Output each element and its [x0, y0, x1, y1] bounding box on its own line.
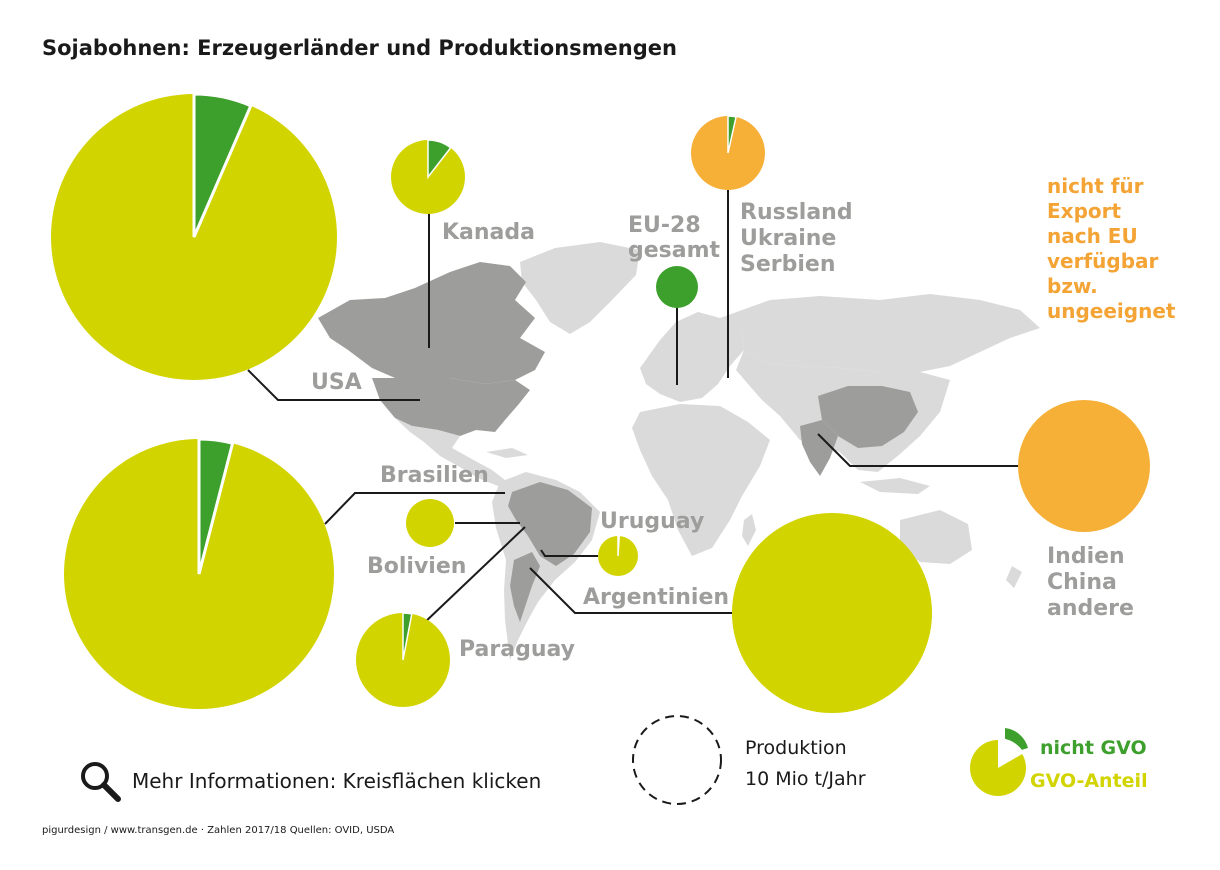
map-new-zealand — [1006, 566, 1022, 588]
pie-uruguay[interactable] — [598, 535, 638, 576]
pie-kanada[interactable] — [391, 139, 465, 214]
label-eu-line1: EU-28 — [628, 213, 701, 238]
leader-line-argentinien — [529, 567, 733, 614]
label-brasilien: Brasilien — [380, 463, 489, 488]
legend-pie-icon — [970, 728, 1028, 796]
leader-line-usa — [247, 369, 420, 401]
legend-cutout — [998, 738, 1024, 768]
map-indonesia — [860, 478, 930, 494]
pie-argentinien[interactable] — [732, 513, 932, 713]
map-usa — [372, 378, 530, 436]
pie-eu-base[interactable] — [656, 266, 698, 308]
note-line3: nach EU — [1047, 224, 1138, 248]
map-india — [800, 420, 838, 476]
note-line4: verfügbar — [1047, 249, 1159, 273]
label-russland-line1: Russland — [740, 200, 853, 225]
map-australia — [900, 510, 972, 564]
map-europe — [640, 312, 744, 402]
map-canada — [318, 262, 545, 384]
pie-indien[interactable] — [1018, 400, 1150, 532]
pie-indien-base[interactable] — [1018, 400, 1150, 532]
note-line5: bzw. — [1047, 274, 1098, 298]
pie-uruguay-nicht-gvo-slice[interactable] — [617, 535, 621, 557]
map-russia — [720, 294, 1040, 372]
label-eu-line2: gesamt — [628, 238, 721, 263]
label-uruguay: Uruguay — [600, 509, 705, 534]
pie-brasilien[interactable] — [64, 437, 334, 709]
leader-line-paraguay — [422, 526, 526, 625]
label-indien-line1: Indien — [1047, 544, 1125, 569]
label-kanada: Kanada — [442, 220, 535, 245]
label-argentinien: Argentinien — [583, 585, 730, 610]
label-indien-line2: China — [1047, 570, 1117, 595]
map-greenland — [520, 242, 640, 334]
map-madagascar — [742, 514, 756, 546]
legend-produktion: Produktion — [745, 737, 847, 759]
map-africa — [632, 404, 770, 556]
label-russland-line3: Serbien — [740, 252, 836, 277]
map-china — [818, 386, 918, 448]
legend-nicht-gvo: nicht GVO — [1040, 737, 1147, 759]
pie-russland[interactable] — [691, 115, 765, 190]
leader-line-uruguay — [540, 549, 598, 557]
magnifier-icon — [81, 762, 121, 802]
pie-russland-nicht-gvo-slice[interactable] — [727, 115, 737, 154]
note-line6: ungeeignet — [1047, 299, 1176, 323]
leader-lines — [247, 190, 1018, 625]
note-line2: Export — [1047, 199, 1122, 223]
legend-scale: 10 Mio t/Jahr — [745, 768, 866, 790]
pie-eu[interactable] — [656, 266, 698, 308]
pie-usa-nicht-gvo-slice[interactable] — [192, 92, 253, 238]
pie-paraguay[interactable] — [356, 612, 450, 707]
label-bolivien: Bolivien — [367, 554, 467, 579]
leader-line-brasilien — [324, 492, 505, 525]
page-title: Sojabohnen: Erzeugerländer und Produktio… — [42, 36, 677, 60]
pie-paraguay-nicht-gvo-slice[interactable] — [402, 612, 413, 661]
footer-source: pigurdesign / www.transgen.de · Zahlen 2… — [42, 825, 395, 836]
label-russland-line2: Ukraine — [740, 226, 837, 251]
pie-bolivien[interactable] — [406, 499, 454, 547]
map-caribbean — [486, 448, 528, 458]
pie-bolivien-base[interactable] — [406, 499, 454, 547]
pie-kanada-nicht-gvo-slice[interactable] — [427, 139, 452, 180]
pie-argentinien-base[interactable] — [732, 513, 932, 713]
note-line1: nicht für — [1047, 174, 1144, 198]
label-paraguay: Paraguay — [459, 637, 575, 662]
legend-gvo-anteil: GVO-Anteil — [1030, 770, 1148, 792]
label-indien-line3: andere — [1047, 596, 1134, 621]
label-usa: USA — [311, 370, 362, 395]
legend-scale-circle — [632, 715, 722, 805]
pie-brasilien-nicht-gvo-slice[interactable] — [197, 437, 235, 575]
map-brazil — [508, 482, 592, 566]
map-central-america — [395, 418, 505, 486]
leader-line-indien — [817, 433, 1018, 467]
pie-usa[interactable] — [51, 92, 337, 380]
info-text: Mehr Informationen: Kreisflächen klicken — [132, 769, 542, 793]
